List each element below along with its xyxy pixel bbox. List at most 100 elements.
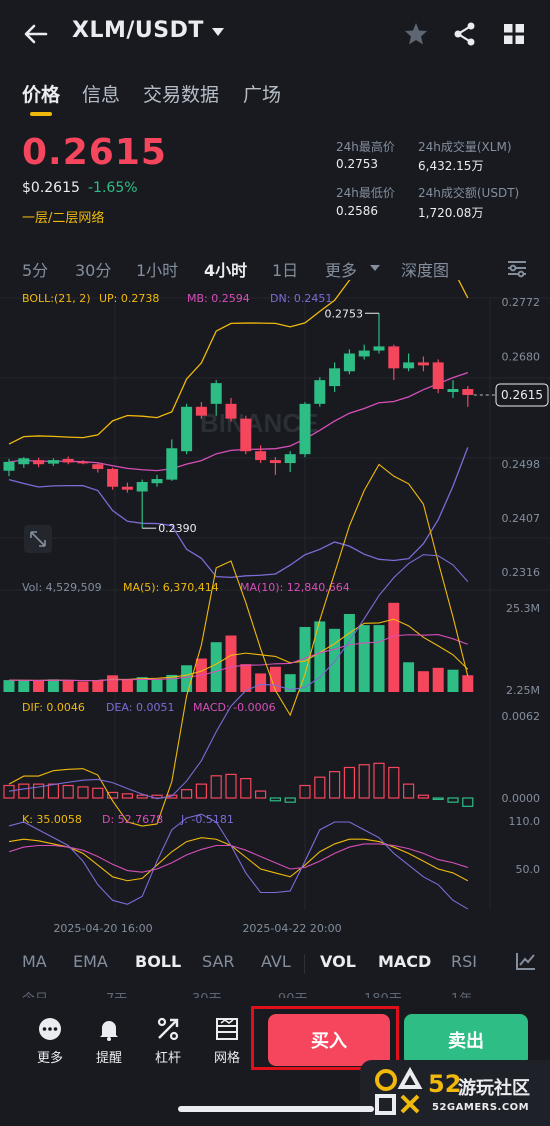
tab-price[interactable]: 价格 (22, 84, 61, 106)
macd-bar (447, 797, 459, 803)
caret-down-icon[interactable] (212, 28, 224, 36)
pair-title[interactable]: XLM/USDT (72, 18, 204, 43)
alert-label[interactable]: 提醒 (95, 1051, 122, 1066)
interval-more[interactable]: 更多 (325, 261, 358, 280)
macd-bar (136, 794, 148, 799)
volume-bar (329, 628, 341, 692)
candle-body (329, 368, 341, 387)
divider (304, 954, 305, 974)
volume-bar (269, 666, 281, 692)
site-logo-number: 52 (428, 1070, 462, 1098)
date-axis-label: 2025-04-20 16:00 (53, 922, 152, 935)
top-bar: XLM/USDT (0, 0, 550, 70)
kdj-axis-label: 50.0 (516, 863, 541, 876)
candle-body (314, 380, 326, 404)
interval-30m[interactable]: 30分 (75, 261, 112, 280)
candle-body (166, 448, 178, 480)
volume-bar (47, 679, 59, 692)
candle-body (343, 353, 355, 372)
indicator-ma[interactable]: MA (22, 952, 47, 971)
leverage-icon[interactable] (153, 1016, 183, 1042)
macd-bar (121, 793, 134, 799)
indicator-settings-icon[interactable] (515, 951, 537, 971)
candle-body (284, 454, 296, 464)
category-tag[interactable]: 一层/二层网络 (22, 211, 105, 226)
expand-icon-arrow (30, 531, 46, 547)
kdj-j: J: -0.5181 (180, 813, 234, 826)
more-icon[interactable] (35, 1016, 65, 1042)
macd-bar (240, 777, 252, 799)
more-label[interactable]: 更多 (36, 1051, 63, 1066)
macd-bar (432, 797, 444, 800)
candle-body (447, 389, 459, 392)
highlight-box (251, 1006, 399, 1070)
candle-body (92, 464, 104, 469)
volume-bar (33, 680, 45, 692)
tab-info[interactable]: 信息 (82, 84, 121, 106)
macd-axis-label: 0.0000 (502, 792, 541, 805)
buy-button[interactable]: 买入 (268, 1014, 390, 1066)
indicator-boll[interactable]: BOLL (135, 952, 182, 971)
candle-body (121, 486, 133, 490)
volume-bar (3, 680, 15, 692)
indicator-vol[interactable]: VOL (320, 952, 356, 971)
macd-bar (314, 776, 326, 799)
depth-chart-tab[interactable]: 深度图 (401, 261, 450, 280)
star-icon[interactable] (402, 20, 430, 48)
kdj-d-line (8, 843, 468, 873)
interval-5m[interactable]: 5分 (22, 261, 49, 280)
indicator-ema[interactable]: EMA (73, 952, 108, 971)
back-arrow-icon[interactable] (22, 20, 50, 48)
indicator-macd[interactable]: MACD (378, 952, 432, 971)
leverage-label[interactable]: 杠杆 (154, 1051, 181, 1066)
active-tab-indicator (30, 112, 52, 116)
candle-body (210, 383, 222, 404)
candle-body (240, 418, 252, 452)
candle-body (255, 451, 267, 461)
interval-1d[interactable]: 1日 (272, 261, 299, 280)
boll-dn-line (8, 447, 469, 579)
macd-bar (388, 766, 400, 799)
grid-icon[interactable] (500, 20, 528, 48)
macd-bar (106, 791, 119, 799)
tab-trading-data[interactable]: 交易数据 (143, 84, 220, 106)
range-180d[interactable]: 180天 (364, 988, 402, 998)
current-price-box (495, 383, 549, 407)
range-90d[interactable]: 90天 (278, 988, 308, 998)
range-today[interactable]: 今日 (22, 988, 48, 998)
boll-dn-value: DN: 0.2451 (270, 292, 332, 305)
macd-bar (210, 775, 222, 799)
bell-icon[interactable] (94, 1016, 124, 1042)
site-logo-url: 52GAMERS.COM (432, 1102, 530, 1113)
range-1y[interactable]: 1年 (451, 988, 472, 998)
kline-chart[interactable]: BINANCE 0.2772 0.2680 0.2498 0.2407 0.2316 0.2… (0, 280, 550, 950)
home-indicator (178, 1106, 374, 1112)
macd-dea: DEA: 0.0051 (106, 701, 174, 714)
sell-button[interactable]: 卖出 (404, 1014, 528, 1066)
range-7d[interactable]: 7天 (106, 988, 127, 998)
interval-4h[interactable]: 4小时 (204, 261, 248, 280)
volume-label: 24h成交量(XLM) (418, 140, 512, 154)
indicator-sar[interactable]: SAR (202, 952, 235, 971)
macd-bar (343, 766, 355, 799)
boll-up-value: UP: 0.2738 (99, 292, 159, 305)
range-30d[interactable]: 30天 (192, 988, 222, 998)
share-icon[interactable] (451, 20, 479, 48)
price-axis-label: 0.2772 (502, 296, 541, 309)
candle-body (3, 461, 15, 471)
macd-bar (47, 783, 60, 799)
indicator-avl[interactable]: AVL (261, 952, 291, 971)
kdj-d: D: 52.7678 (102, 813, 163, 826)
date-axis-label: 2025-04-22 20:00 (242, 922, 341, 935)
candle-body (181, 406, 193, 452)
grid-trading-icon[interactable] (212, 1016, 242, 1042)
grid-label[interactable]: 网格 (213, 1051, 240, 1066)
volume-bar (240, 664, 252, 692)
tab-square[interactable]: 广场 (243, 84, 282, 106)
interval-1h[interactable]: 1小时 (136, 261, 179, 280)
chart-settings-icon[interactable] (506, 258, 528, 278)
caret-down-icon[interactable] (370, 265, 380, 271)
indicator-rsi[interactable]: RSI (451, 952, 477, 971)
volume-bar (447, 669, 459, 692)
current-price-label: 0.2615 (501, 388, 543, 402)
